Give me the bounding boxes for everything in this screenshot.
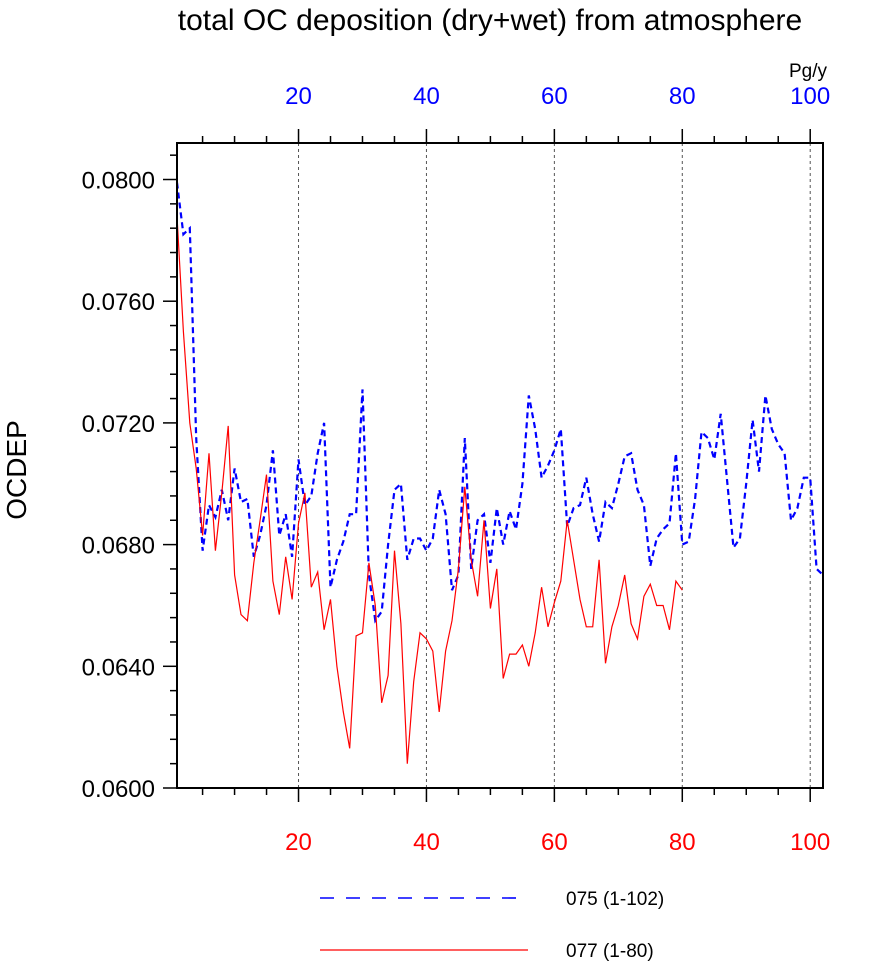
legend: 075 (1-102) 077 (1-80) (320, 889, 664, 962)
y-tick-label: 0.0680 (82, 533, 155, 560)
x-bottom-tick-label: 60 (541, 829, 568, 856)
x-top-tick-label: 20 (285, 83, 312, 110)
y-tick-label: 0.0760 (82, 289, 155, 316)
x-bottom-tick-label: 40 (413, 829, 440, 856)
x-bottom-tick-label: 80 (669, 829, 696, 856)
series-line-1 (176, 215, 683, 764)
x-top-tick-label: 100 (790, 83, 830, 110)
axes: 0.0600 0.0640 0.0680 0.0720 0.0760 0.0800 20 40… (82, 83, 831, 856)
chart-title: total OC deposition (dry+wet) from atmos… (178, 4, 802, 37)
series-line-0 (175, 182, 824, 624)
x-top-tick-label: 80 (669, 83, 696, 110)
legend-label-1: 077 (1-80) (566, 941, 654, 962)
legend-label-0: 075 (1-102) (566, 889, 664, 910)
y-axis-label: OCDEP (1, 420, 32, 520)
y-tick-label: 0.0800 (82, 168, 155, 195)
y-tick-label: 0.0640 (82, 654, 155, 681)
x-top-tick-label: 40 (413, 83, 440, 110)
x-top-tick-label: 60 (541, 83, 568, 110)
y-tick-label: 0.0720 (82, 411, 155, 438)
series-layer (175, 182, 824, 764)
units-label: Pg/y (789, 61, 828, 82)
y-tick-label: 0.0600 (82, 776, 155, 803)
x-bottom-tick-label: 20 (285, 829, 312, 856)
x-bottom-tick-label: 100 (790, 829, 830, 856)
plot-frame (176, 142, 824, 789)
vertical-grid (298, 143, 811, 788)
